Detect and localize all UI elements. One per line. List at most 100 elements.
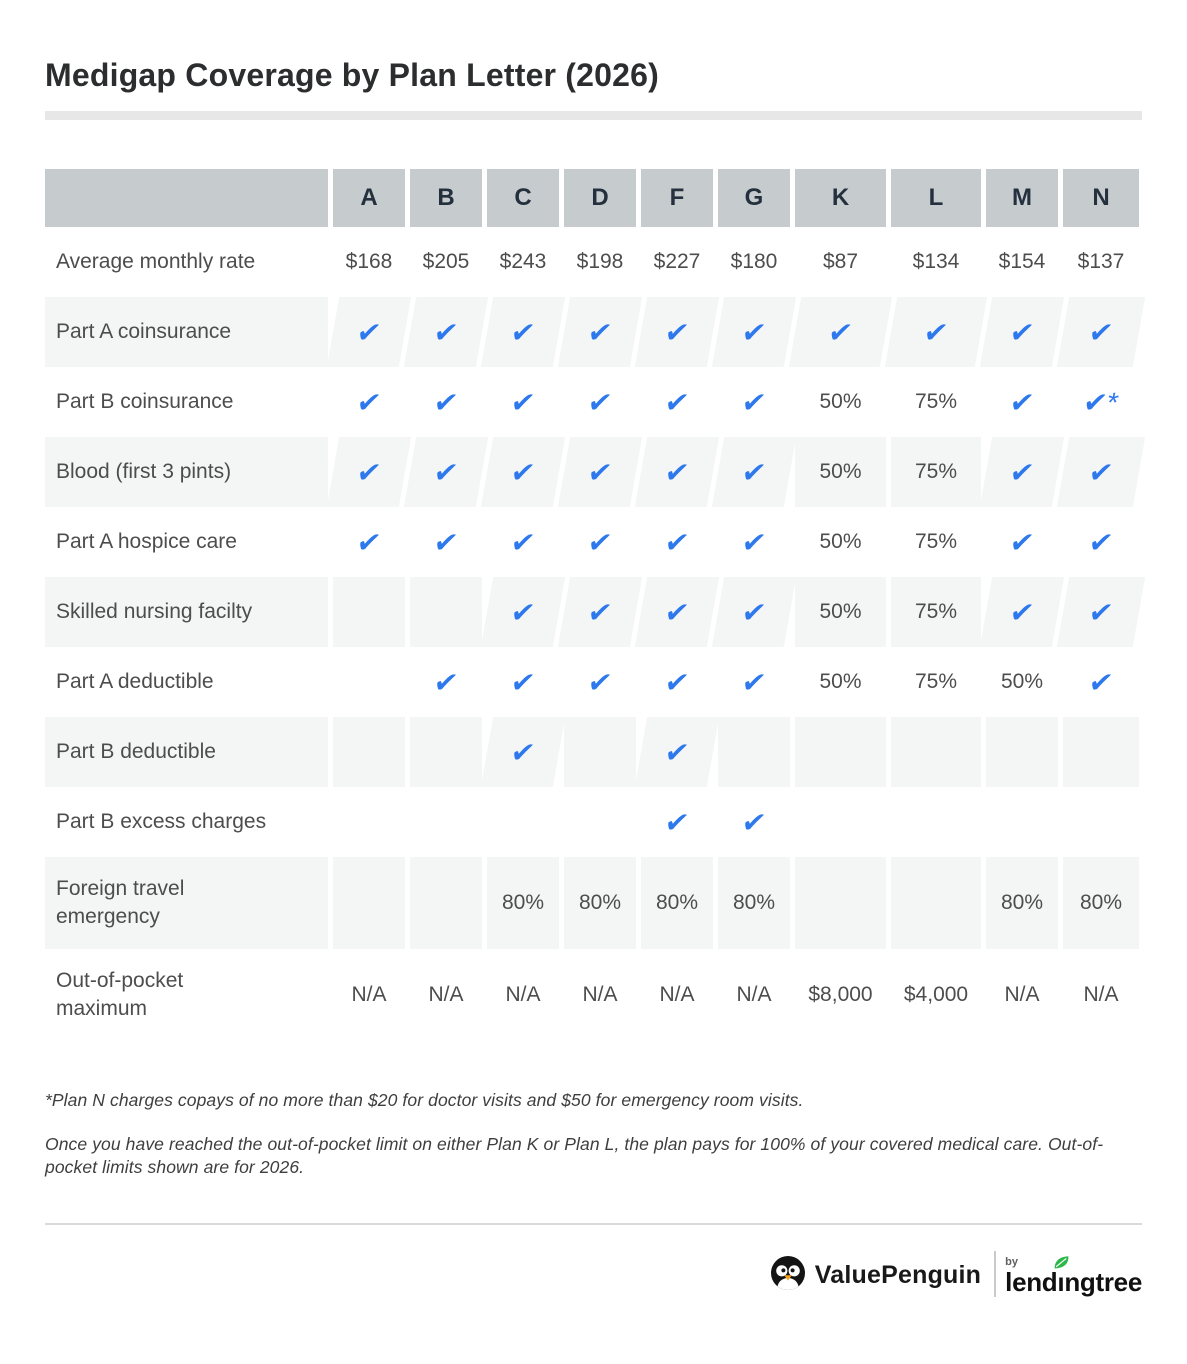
page: Medigap Coverage by Plan Letter (2026) A…	[0, 56, 1187, 1298]
table-cell	[410, 717, 482, 788]
by-label: by	[1005, 1255, 1018, 1268]
table-cell: ✔	[634, 577, 720, 648]
table-cell: $134	[912, 250, 960, 274]
table-cell: N/A	[582, 983, 618, 1007]
table-cell	[333, 647, 405, 717]
table-cell: N/A	[505, 983, 541, 1007]
table-cell: ✔	[662, 666, 692, 698]
table-cell: ✔	[480, 577, 566, 648]
row-label: Part B excess charges	[56, 810, 267, 834]
medigap-coverage-table: A B C D F G K L M N Average monthly rate…	[45, 169, 1146, 1041]
table-cell: 75%	[914, 670, 958, 694]
table-cell: 75%	[914, 390, 958, 414]
column-header-b: B	[410, 169, 482, 228]
column-header-g: G	[718, 169, 790, 228]
table-cell: ✔	[585, 526, 615, 558]
table-cell: ✔	[979, 577, 1065, 648]
table-cell: ✔	[979, 437, 1065, 508]
logo-divider	[994, 1251, 997, 1298]
table-cell: 80%	[718, 857, 790, 950]
table-cell: $180	[730, 250, 778, 274]
column-header-l: L	[891, 169, 981, 228]
row-label: Part B coinsurance	[56, 390, 234, 414]
table-cell: ✔	[711, 437, 797, 508]
table-cell	[891, 787, 981, 857]
table-cell: 50%	[1000, 670, 1044, 694]
table-row-out-of-pocket-maximum: Out-of-pocket maximum N/A N/A N/A N/A N/…	[45, 949, 1142, 1041]
table-cell: ✔	[711, 297, 797, 368]
table-cell: $4,000	[903, 983, 969, 1007]
table-row-foreign-travel-emergency: Foreign travel emergency 80% 80% 80% 80%…	[45, 857, 1142, 950]
table-cell	[410, 857, 482, 950]
table-cell: ✔	[884, 297, 988, 368]
table-cell: 80%	[986, 857, 1058, 950]
table-cell	[333, 787, 405, 857]
table-cell: $154	[998, 250, 1046, 274]
table-cell: $227	[653, 250, 701, 274]
table-cell: N/A	[736, 983, 772, 1007]
column-header-d: D	[564, 169, 636, 228]
table-cell	[795, 787, 886, 857]
table-cell: ✔	[480, 717, 566, 788]
page-title: Medigap Coverage by Plan Letter (2026)	[45, 57, 660, 93]
table-cell: 80%	[641, 857, 713, 950]
table-cell: ✔	[326, 437, 412, 508]
table-cell: ✔	[557, 297, 643, 368]
leaf-icon	[1054, 1256, 1069, 1269]
table-cell: $205	[422, 250, 470, 274]
table-cell: N/A	[659, 983, 695, 1007]
table-row-blood-first-3-pints: Blood (first 3 pints) ✔ ✔ ✔ ✔ ✔ ✔ 50% 75…	[45, 437, 1146, 508]
table-cell: ✔	[354, 526, 384, 558]
table-cell: N/A	[351, 983, 387, 1007]
row-label: Part B deductible	[45, 717, 328, 788]
table-row-part-b-deductible: Part B deductible ✔ ✔	[45, 717, 1142, 788]
row-label: Part A hospice care	[56, 530, 237, 554]
table-cell	[795, 857, 886, 950]
row-label: Foreign travel emergency	[45, 857, 328, 950]
table-cell: ✔	[662, 526, 692, 558]
table-cell	[333, 577, 405, 648]
table-cell: ✔	[1086, 666, 1116, 698]
table-cell: ✔	[557, 577, 643, 648]
column-header-a: A	[333, 169, 405, 228]
header-empty-cell	[45, 169, 328, 228]
table-cell	[891, 857, 981, 950]
table-cell: ✔	[557, 437, 643, 508]
title-divider	[45, 111, 1142, 121]
row-label: Part A deductible	[56, 670, 214, 694]
table-cell	[795, 717, 886, 788]
table-row-part-b-coinsurance: Part B coinsurance ✔ ✔ ✔ ✔ ✔ ✔ 50% 75% ✔…	[45, 367, 1142, 437]
valuepenguin-wordmark: ValuePenguin	[814, 1260, 982, 1289]
lendingtree-wordmark: lend ıngtree	[1005, 1256, 1142, 1295]
table-cell: ✔	[1086, 526, 1116, 558]
table-cell: ✔	[403, 437, 489, 508]
row-label: Out-of-pocket maximum	[56, 969, 184, 1021]
table-row-part-a-coinsurance: Part A coinsurance ✔ ✔ ✔ ✔ ✔ ✔ ✔ ✔ ✔ ✔	[45, 297, 1146, 368]
table-cell: ✔	[634, 717, 720, 788]
table-cell: 80%	[1063, 857, 1139, 950]
table-cell: ✔	[1056, 437, 1146, 508]
footer-divider	[45, 1223, 1142, 1226]
table-cell: ✔	[508, 526, 538, 558]
table-cell	[410, 787, 482, 857]
table-cell: ✔	[662, 806, 692, 838]
table-cell: 75%	[914, 530, 958, 554]
table-cell: $198	[576, 250, 624, 274]
table-cell: ✔	[634, 437, 720, 508]
table-cell: 50%	[795, 437, 886, 508]
table-cell: $137	[1077, 250, 1125, 274]
table-header-row: A B C D F G K L M N	[45, 169, 1142, 228]
table-cell	[564, 787, 636, 857]
table-cell: ✔	[739, 526, 769, 558]
table-cell: ✔	[1056, 297, 1146, 368]
table-cell: $87	[822, 250, 859, 274]
footer-branding: ValuePenguin by lend ıngtree	[45, 1251, 1142, 1298]
table-cell	[718, 717, 790, 788]
table-cell: ✔	[431, 526, 461, 558]
column-header-n: N	[1063, 169, 1139, 228]
footnote-out-of-pocket: Once you have reached the out-of-pocket …	[45, 1133, 1104, 1177]
table-cell: ✔	[508, 386, 538, 418]
table-row-part-a-hospice-care: Part A hospice care ✔ ✔ ✔ ✔ ✔ ✔ 50% 75% …	[45, 507, 1142, 577]
table-cell	[487, 787, 559, 857]
table-row-part-b-excess-charges: Part B excess charges ✔ ✔	[45, 787, 1142, 857]
